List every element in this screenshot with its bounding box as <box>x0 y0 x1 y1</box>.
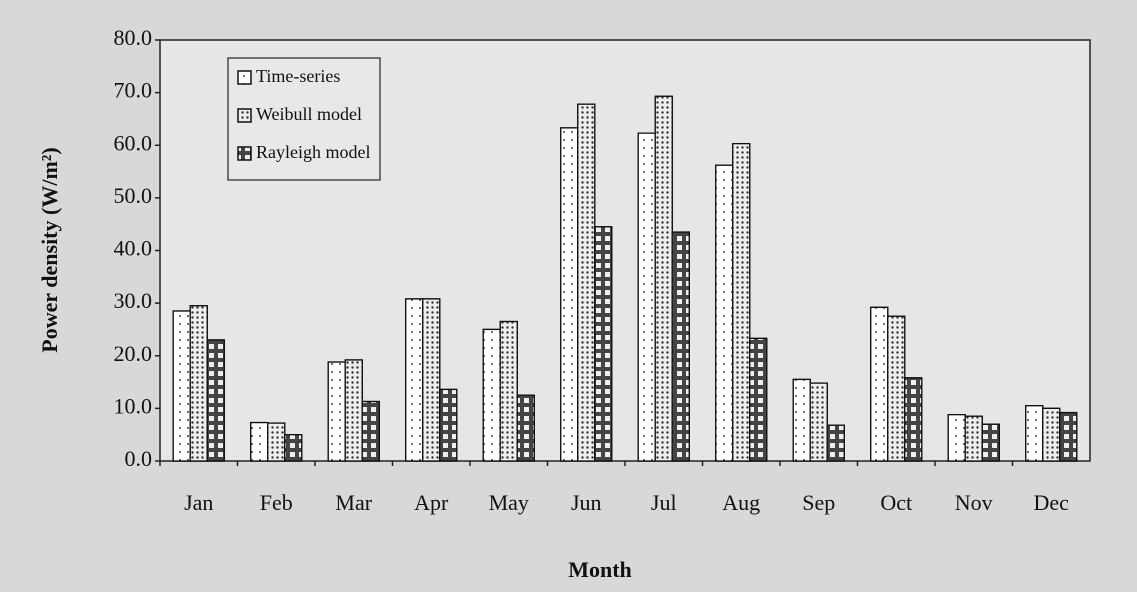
legend-label: Rayleigh model <box>256 142 370 162</box>
x-tick-label: Aug <box>722 490 760 515</box>
bar <box>594 226 613 462</box>
bar <box>189 305 208 462</box>
bar <box>206 339 225 462</box>
bar <box>560 127 579 462</box>
bar <box>887 315 906 462</box>
bar <box>1059 411 1078 462</box>
bar <box>405 298 424 462</box>
y-tick-label: 30.0 <box>114 288 153 313</box>
bar <box>749 337 768 462</box>
bar <box>671 231 690 462</box>
bar <box>439 388 458 462</box>
bar <box>981 423 1000 462</box>
bar <box>327 361 346 462</box>
bar <box>361 400 380 462</box>
bar <box>637 132 656 462</box>
bar <box>422 298 441 462</box>
legend-swatch <box>237 108 252 123</box>
bar <box>715 164 734 462</box>
x-tick-label: Jul <box>651 490 677 515</box>
legend-swatch <box>237 70 252 85</box>
bar <box>250 421 269 462</box>
bar <box>809 382 828 462</box>
x-tick-label: Jun <box>571 490 602 515</box>
x-tick-label: May <box>489 490 529 515</box>
y-tick-label: 80.0 <box>114 25 153 50</box>
bar <box>654 95 673 462</box>
y-tick-label: 20.0 <box>114 341 153 366</box>
bar <box>172 310 191 462</box>
bar <box>482 328 501 462</box>
y-tick-label: 60.0 <box>114 130 153 155</box>
legend-label: Time-series <box>256 66 340 86</box>
y-tick-label: 0.0 <box>125 446 153 471</box>
bar <box>964 415 983 462</box>
bar <box>792 378 811 462</box>
x-tick-label: Nov <box>955 490 993 515</box>
y-tick-label: 10.0 <box>114 393 153 418</box>
bar <box>284 434 303 462</box>
bar <box>947 414 966 462</box>
x-tick-label: Mar <box>335 490 372 515</box>
bar <box>499 320 518 462</box>
x-tick-label: Apr <box>414 490 449 515</box>
bar <box>1042 407 1061 462</box>
bar <box>344 359 363 462</box>
bar <box>516 394 535 462</box>
y-tick-label: 50.0 <box>114 183 153 208</box>
x-tick-label: Dec <box>1034 490 1070 515</box>
bar <box>577 103 596 462</box>
y-tick-label: 40.0 <box>114 236 153 261</box>
bar <box>267 422 286 462</box>
y-axis-title: Power density (W/m²) <box>37 147 62 352</box>
legend-label: Weibull model <box>256 104 362 124</box>
x-tick-label: Feb <box>260 490 293 515</box>
bar <box>732 143 751 462</box>
legend <box>227 57 381 181</box>
x-axis-title: Month <box>568 557 632 582</box>
legend-swatch <box>237 146 252 161</box>
x-tick-label: Jan <box>184 490 213 515</box>
x-tick-label: Oct <box>880 490 912 515</box>
bar <box>904 377 923 462</box>
bar <box>826 424 845 462</box>
x-tick-label: Sep <box>802 490 835 515</box>
bar <box>1025 405 1044 462</box>
bar <box>870 306 889 462</box>
y-tick-label: 70.0 <box>114 78 153 103</box>
